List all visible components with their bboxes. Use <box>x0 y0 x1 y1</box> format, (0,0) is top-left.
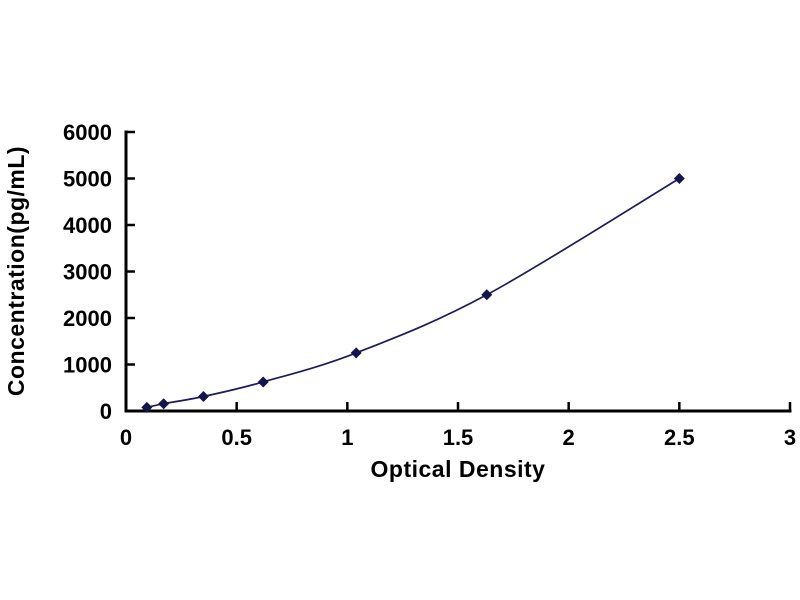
x-tick-label: 1 <box>341 425 353 450</box>
data-point-diamond-marker <box>350 347 362 359</box>
x-tick-label: 3 <box>784 425 796 450</box>
x-tick-label: 0 <box>120 425 132 450</box>
data-point-diamond-marker <box>257 376 269 388</box>
x-tick-label: 2.5 <box>664 425 695 450</box>
y-tick-label: 2000 <box>63 306 112 331</box>
data-point-diamond-marker <box>197 390 209 402</box>
standard-curve-line <box>146 177 680 409</box>
y-tick-label: 5000 <box>63 167 112 192</box>
y-tick-label: 0 <box>100 399 112 424</box>
data-point-diamond-marker <box>141 401 153 413</box>
x-axis-title: Optical Density <box>370 456 546 482</box>
x-tick-label: 2 <box>563 425 575 450</box>
y-tick-label: 3000 <box>63 260 112 285</box>
x-tick-label: 1.5 <box>443 425 474 450</box>
data-point-diamond-marker <box>158 398 170 410</box>
data-point-diamond-marker <box>673 173 685 184</box>
y-tick-label: 1000 <box>63 353 112 378</box>
y-axis-title: Concentration(pg/mL) <box>3 145 29 397</box>
data-point-diamond-marker <box>481 289 493 301</box>
y-tick-label: 6000 <box>63 120 112 145</box>
y-tick-label: 4000 <box>63 213 112 238</box>
x-tick-label: 0.5 <box>221 425 252 450</box>
axes-frame <box>124 130 792 413</box>
